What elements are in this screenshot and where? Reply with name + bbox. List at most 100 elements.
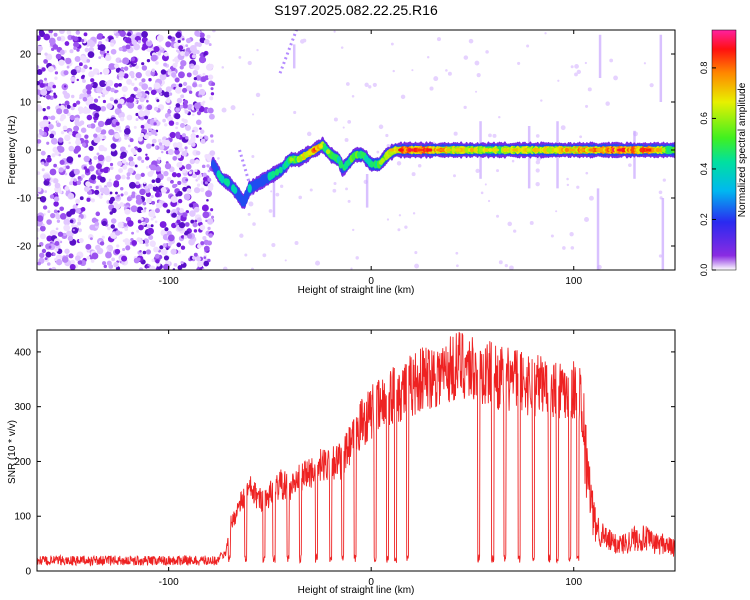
noise-speck	[195, 75, 202, 81]
noise-speck	[77, 176, 81, 180]
x-tick-label: 0	[368, 577, 374, 588]
signal-mark	[380, 158, 385, 163]
noise-speck	[73, 168, 80, 175]
signal-mark	[535, 148, 540, 152]
noise-speck	[148, 78, 152, 82]
x-tick-label: 0	[368, 276, 374, 287]
noise-speck	[154, 208, 160, 214]
signal-peak	[645, 148, 652, 152]
noise-speck	[165, 98, 171, 104]
noise-speck	[139, 188, 146, 196]
noise-speck	[136, 92, 143, 98]
signal-peak	[569, 148, 576, 152]
sparse-speck	[487, 199, 491, 203]
signal-mark	[661, 147, 666, 153]
noise-speck	[104, 81, 108, 85]
noise-speck	[151, 143, 155, 147]
sparse-speck	[284, 259, 287, 262]
noise-speck	[179, 122, 186, 129]
noise-speck	[129, 64, 133, 68]
sparse-speck	[212, 30, 216, 33]
noise-speck	[158, 142, 163, 146]
signal-peak	[616, 148, 623, 152]
snr-ylabel: SNR (10 * v/v)	[7, 420, 18, 484]
noise-speck	[210, 208, 214, 212]
noise-speck	[37, 104, 43, 112]
sparse-speck	[658, 190, 663, 195]
noise-speck	[119, 113, 122, 116]
sparse-speck	[390, 42, 394, 46]
noise-speck	[164, 162, 172, 170]
noise-speck	[59, 49, 65, 55]
noise-speck	[199, 94, 203, 98]
sparse-speck	[372, 82, 377, 87]
sparse-speck	[658, 254, 663, 258]
noise-speck	[120, 193, 124, 197]
noise-speck	[109, 211, 113, 215]
sparse-speck	[455, 251, 459, 255]
noise-speck	[184, 222, 190, 227]
sparse-speck	[344, 137, 349, 142]
noise-speck	[176, 161, 183, 168]
noise-speck	[184, 109, 189, 114]
noise-speck	[153, 106, 159, 111]
noise-speck	[168, 120, 175, 126]
noise-speck	[37, 94, 41, 101]
noise-speck	[74, 115, 78, 118]
noise-speck	[201, 164, 206, 169]
signal-peak	[445, 148, 452, 152]
noise-speck	[85, 243, 92, 250]
noise-speck	[73, 41, 80, 48]
noise-speck	[133, 86, 139, 92]
noise-speck	[155, 165, 162, 172]
noise-speck	[43, 33, 51, 41]
noise-speck	[54, 182, 61, 189]
noise-speck	[64, 248, 70, 254]
noise-speck	[115, 191, 118, 195]
noise-speck	[146, 59, 151, 63]
noise-speck	[165, 86, 172, 93]
sparse-speck	[484, 183, 487, 186]
noise-speck	[63, 92, 71, 99]
sparse-speck	[511, 159, 515, 163]
noise-speck	[100, 193, 104, 196]
noise-speck	[96, 35, 101, 40]
noise-speck	[194, 102, 201, 110]
noise-speck	[49, 168, 57, 176]
noise-speck	[118, 46, 123, 52]
noise-speck	[68, 145, 75, 152]
noise-speck	[190, 219, 195, 224]
noise-speck	[127, 32, 132, 37]
sparse-speck	[453, 131, 458, 136]
noise-speck	[80, 207, 86, 212]
signal-mark	[225, 178, 230, 187]
noise-speck	[114, 203, 121, 210]
noise-speck	[199, 224, 206, 231]
noise-speck	[80, 55, 86, 61]
noise-speck	[81, 174, 85, 178]
noise-speck	[65, 57, 72, 65]
noise-speck	[121, 85, 128, 93]
snr-series-line	[37, 331, 675, 567]
noise-speck	[106, 50, 110, 54]
noise-speck	[98, 56, 102, 60]
sparse-speck	[385, 133, 389, 138]
noise-speck	[123, 66, 129, 71]
sparse-speck	[585, 104, 589, 108]
noise-speck	[151, 68, 156, 73]
noise-speck	[81, 74, 85, 78]
sparse-speck	[345, 82, 350, 86]
noise-speck	[162, 202, 168, 208]
noise-speck	[181, 118, 185, 122]
signal-peak	[417, 148, 424, 152]
sparse-speck	[262, 253, 267, 258]
signal-mark	[318, 144, 323, 149]
sparse-speck	[436, 37, 441, 42]
noise-speck	[86, 89, 92, 95]
noise-speck	[131, 82, 135, 86]
noise-speck	[78, 237, 84, 243]
noise-speck	[200, 241, 205, 246]
noise-speck	[167, 242, 172, 247]
noise-speck	[154, 220, 158, 224]
noise-speck	[81, 142, 87, 147]
